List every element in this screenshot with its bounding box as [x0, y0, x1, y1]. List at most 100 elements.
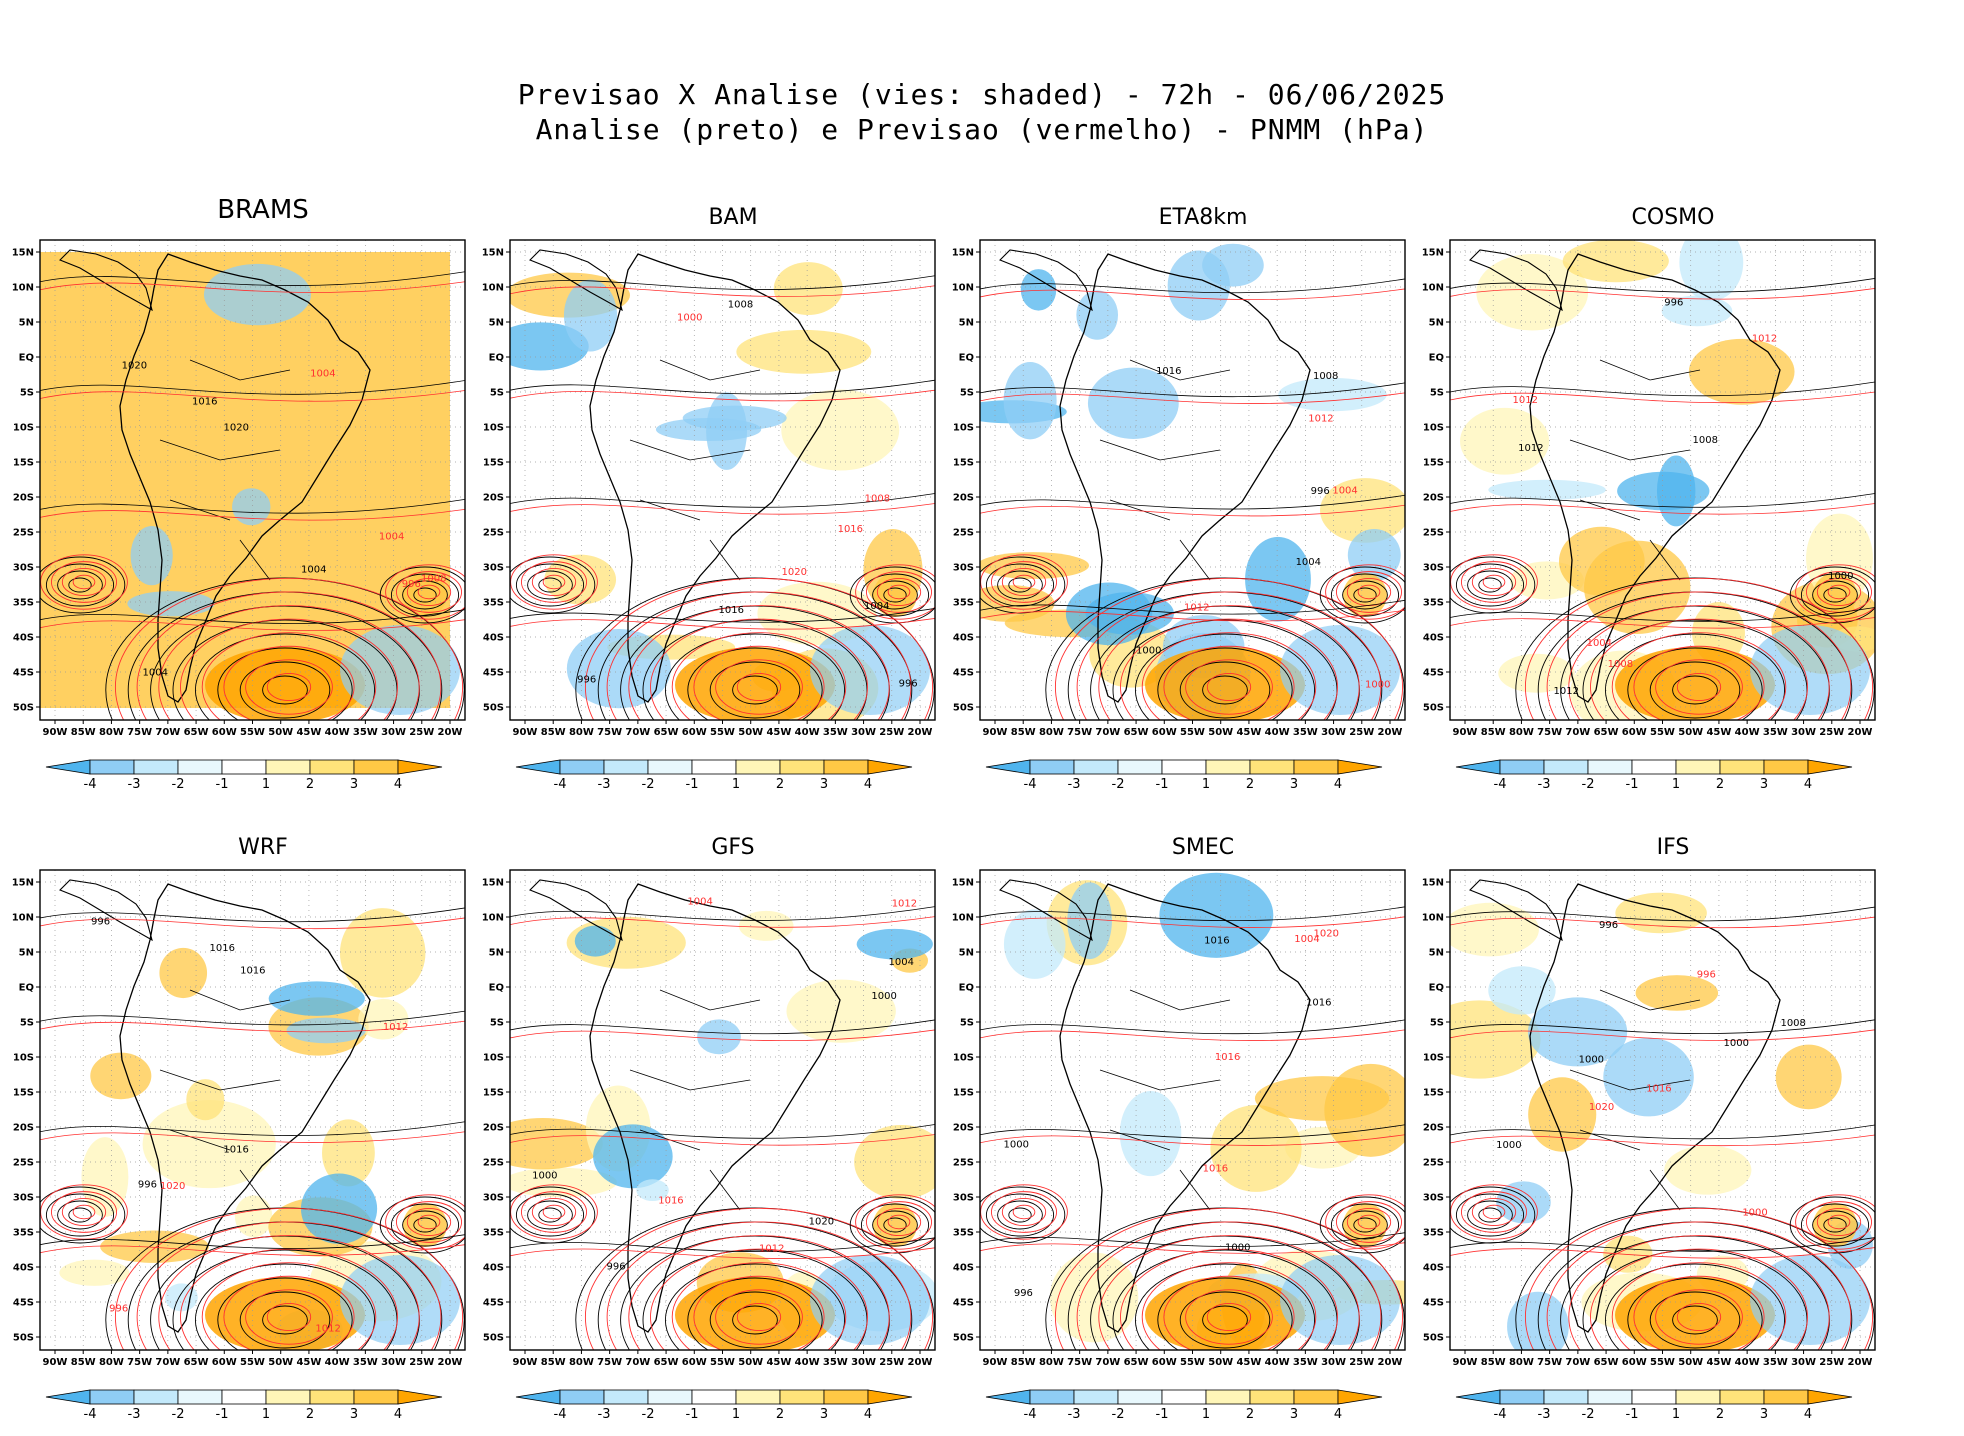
lon-tick-label: 70W: [1565, 1357, 1590, 1368]
colorbar-label: 2: [1246, 1407, 1254, 1422]
contour-label: 1020: [1589, 1102, 1614, 1113]
lon-tick-label: 30W: [381, 727, 406, 738]
lat-tick-label: 35S: [13, 598, 34, 609]
lon-tick-label: 45W: [296, 1357, 321, 1368]
lon-tick-label: 55W: [1650, 1357, 1675, 1368]
lat-tick-label: 5S: [1430, 388, 1444, 399]
lon-tick-label: 35W: [1763, 1357, 1788, 1368]
lat-tick-label: 25S: [13, 528, 34, 539]
lat-tick-label: 10S: [1423, 1053, 1444, 1064]
colorbar-label: 3: [350, 1407, 358, 1422]
lat-tick-label: 5S: [960, 388, 974, 399]
colorbar-label: 1: [1202, 1407, 1210, 1422]
map-figure: 9961016100010161016102010001004101615N10…: [952, 869, 1406, 1422]
lon-tick-label: 20W: [438, 727, 463, 738]
contour-label: 1000: [871, 991, 896, 1002]
lon-tick-label: 85W: [71, 727, 96, 738]
lat-tick-label: 45S: [13, 668, 34, 679]
lon-tick-label: 75W: [1067, 1357, 1092, 1368]
lat-tick-label: EQ: [959, 983, 974, 994]
contour-label: 1000: [532, 1171, 557, 1182]
lon-tick-label: 60W: [212, 727, 237, 738]
lat-tick-label: 20S: [1423, 493, 1444, 504]
lat-tick-label: 35S: [483, 1228, 504, 1239]
lon-tick-label: 80W: [569, 727, 594, 738]
colorbar-label: 3: [350, 777, 358, 792]
lon-tick-label: 70W: [155, 727, 180, 738]
lat-tick-label: 10S: [13, 1053, 34, 1064]
lat-tick-label: 10N: [12, 913, 34, 924]
lat-tick-label: 25S: [1423, 1158, 1444, 1169]
map-figure: 1004100410201008100499610201004101615N10…: [12, 239, 466, 792]
colorbar-label: 4: [1334, 777, 1342, 792]
lat-tick-label: 5N: [959, 948, 974, 959]
lat-tick-label: 15N: [482, 248, 504, 259]
colorbar-label: -1: [1626, 777, 1639, 792]
lat-tick-label: 50S: [483, 703, 504, 714]
lon-tick-label: 65W: [1594, 1357, 1619, 1368]
lat-tick-label: 10S: [1423, 423, 1444, 434]
lat-tick-label: 25S: [483, 528, 504, 539]
lat-tick-label: 10N: [1422, 283, 1444, 294]
lat-tick-label: EQ: [1429, 353, 1444, 364]
lon-tick-label: 40W: [1265, 1357, 1290, 1368]
lat-tick-label: 5N: [1429, 318, 1444, 329]
contour-label: 1004: [1294, 934, 1319, 945]
contour-label: 1016: [718, 605, 743, 616]
lon-tick-label: 55W: [1180, 1357, 1205, 1368]
lat-tick-label: 25S: [1423, 528, 1444, 539]
map-figure: 100810169961008101610009961020100415N10N…: [482, 239, 936, 792]
lat-tick-label: 40S: [953, 633, 974, 644]
lat-tick-label: 10N: [952, 283, 974, 294]
lon-tick-label: 40W: [1265, 727, 1290, 738]
colorbar: -4 -3 -2 -1 1 2 3 4: [515, 1389, 913, 1422]
lat-tick-label: 30S: [483, 1193, 504, 1204]
lat-tick-label: 35S: [483, 598, 504, 609]
lon-tick-label: 25W: [1349, 727, 1374, 738]
lon-tick-label: 70W: [155, 1357, 180, 1368]
contour-label: 1008: [728, 299, 753, 310]
lon-tick-label: 90W: [513, 1357, 538, 1368]
lon-tick-label: 30W: [851, 1357, 876, 1368]
lon-tick-label: 40W: [1735, 727, 1760, 738]
panel-title: ETA8km: [1158, 205, 1248, 230]
colorbar-label: 2: [306, 777, 314, 792]
colorbar-label: -3: [1068, 1407, 1081, 1422]
panel-title: BRAMS: [217, 195, 309, 225]
lat-tick-label: 10N: [12, 283, 34, 294]
lon-tick-label: 35W: [823, 727, 848, 738]
lat-tick-label: 40S: [483, 1263, 504, 1274]
lat-tick-label: 5N: [19, 948, 34, 959]
colorbar-label: 3: [1290, 1407, 1298, 1422]
lon-tick-label: 20W: [1378, 727, 1403, 738]
lon-tick-label: 90W: [983, 1357, 1008, 1368]
contour-label: 1000: [1828, 571, 1853, 582]
colorbar-label: -4: [554, 777, 567, 792]
lon-tick-label: 25W: [1819, 1357, 1844, 1368]
lat-tick-label: 45S: [13, 1298, 34, 1309]
contour-label: 1000: [1003, 1140, 1028, 1151]
contour-label: 1016: [1203, 1163, 1228, 1174]
contour-label: 1004: [889, 957, 914, 968]
contour-label: 1016: [1156, 366, 1181, 377]
lat-tick-label: 15N: [482, 878, 504, 889]
contour-label: 996: [91, 917, 110, 928]
lon-tick-label: 55W: [240, 727, 265, 738]
contour-label: 1012: [315, 1323, 340, 1334]
colorbar-label: 4: [1804, 1407, 1812, 1422]
contour-label: 1012: [1553, 686, 1578, 697]
colorbar-label: 1: [1202, 777, 1210, 792]
colorbar-label: -4: [84, 777, 97, 792]
lat-tick-label: 45S: [953, 668, 974, 679]
lat-tick-label: 40S: [953, 1263, 974, 1274]
contour-label: 1000: [1724, 1038, 1749, 1049]
lat-tick-label: 30S: [483, 563, 504, 574]
panel-smec: SMEC 996 1016 1000 1016 1016 1020 1000 1004 1016 1…: [952, 825, 1438, 1435]
lon-tick-label: 90W: [43, 727, 68, 738]
lon-tick-label: 70W: [625, 1357, 650, 1368]
panel-ifs: IFS 996 1000 1000 1016 1000 1020 1008 996 1000 15N…: [1422, 825, 1908, 1435]
lat-tick-label: 15N: [952, 878, 974, 889]
lon-tick-label: 80W: [1039, 727, 1064, 738]
contour-label: 1020: [1314, 929, 1339, 940]
colorbar-label: 3: [1290, 777, 1298, 792]
